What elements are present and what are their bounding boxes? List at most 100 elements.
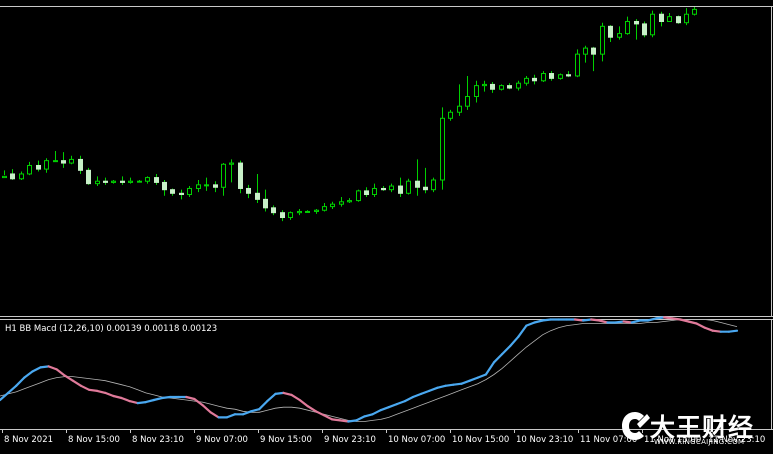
candle <box>288 211 293 220</box>
macd-main-segment <box>541 318 552 322</box>
macd-main-segment <box>614 320 625 324</box>
candle <box>431 177 436 193</box>
macd-main-segment <box>63 374 75 382</box>
candle <box>179 189 184 200</box>
candle-body <box>676 16 681 24</box>
time-axis: 8 Nov 2021 8 Nov 15:00 8 Nov 23:10 9 Nov 07… <box>2 430 765 445</box>
candle-body <box>10 173 15 180</box>
candle <box>36 160 41 172</box>
candle-body <box>457 105 462 113</box>
candle <box>642 21 647 38</box>
candle <box>558 73 563 80</box>
candle <box>364 187 369 197</box>
macd-main-segment <box>622 320 633 324</box>
candle-body <box>330 203 335 208</box>
candle-body <box>482 83 487 87</box>
candle <box>549 71 554 81</box>
macd-main-segment <box>0 391 10 402</box>
time-axis-label: 8 Nov 23:10 <box>132 435 184 445</box>
macd-main-segment <box>241 410 253 416</box>
candle <box>69 155 74 165</box>
candle <box>482 80 487 92</box>
candle-body <box>440 117 445 181</box>
candle <box>406 178 411 195</box>
candle <box>490 81 495 93</box>
candle <box>398 177 403 197</box>
candle-body <box>516 82 521 89</box>
candle-body <box>204 184 209 187</box>
macd-main-segment <box>517 324 528 338</box>
candle-body <box>406 180 411 194</box>
candle <box>297 209 302 216</box>
candle-body <box>53 160 58 163</box>
time-axis-label: 8 Nov 15:00 <box>68 435 120 445</box>
candle-body <box>583 47 588 55</box>
macd-main-segment <box>363 413 374 418</box>
macd-main-segment <box>703 326 714 332</box>
macd-main-segment <box>225 413 236 419</box>
macd-main-segment <box>322 414 334 421</box>
candle-body <box>549 73 554 79</box>
candle-body <box>187 187 192 196</box>
macd-main-segment <box>258 400 269 411</box>
candle <box>61 152 66 168</box>
candle-body <box>566 74 571 77</box>
candle-body <box>19 173 24 180</box>
time-axis-label: 9 Nov 23:10 <box>324 435 376 445</box>
candle <box>625 16 630 35</box>
macd-main-segment <box>112 394 123 400</box>
candle <box>372 183 377 197</box>
macd-main-segment <box>55 368 66 377</box>
candle-body <box>69 158 74 164</box>
indicator-label: H1 BB Macd (12,26,10) 0.00139 0.00118 0.… <box>5 324 217 334</box>
macd-main-segment <box>387 403 398 409</box>
candle-body <box>347 200 352 203</box>
candle <box>532 74 537 85</box>
candle-body <box>128 180 133 183</box>
macd-main-segment <box>39 365 50 369</box>
candle <box>53 150 58 163</box>
time-axis-label: 10 Nov 15:00 <box>452 435 509 445</box>
macd-main-segment <box>290 393 301 402</box>
macd-main-segment <box>468 376 479 382</box>
candle <box>591 46 596 72</box>
candle-body <box>322 206 327 211</box>
macd-main-segment <box>79 384 91 391</box>
macd-main-segment <box>160 395 172 400</box>
candle <box>465 75 470 110</box>
time-axis-label: 10 Nov 23:10 <box>516 435 573 445</box>
macd-main-segment <box>420 389 431 395</box>
candle-body <box>532 77 537 82</box>
candle-body <box>229 162 234 165</box>
time-axis-label: 10 Nov 07:00 <box>388 435 445 445</box>
time-axis-label: 11 Nov 07:00 <box>580 435 637 445</box>
price-candles[interactable] <box>2 6 697 222</box>
candle <box>524 75 529 86</box>
macd-main-segment <box>31 366 42 373</box>
candle-body <box>2 175 7 179</box>
candle-body <box>634 20 639 25</box>
macd-main-segment <box>436 384 447 389</box>
candle-body <box>541 73 546 82</box>
candle <box>566 71 571 78</box>
candle <box>634 19 639 40</box>
macd-main-segment <box>598 319 609 324</box>
candle-body <box>642 23 647 36</box>
macd-main-segment <box>193 397 204 407</box>
macd-main-segment <box>104 391 115 398</box>
candle-body <box>617 33 622 38</box>
candle-body <box>389 185 394 191</box>
candle-body <box>288 212 293 219</box>
macd-main-segment <box>403 395 415 403</box>
candle-body <box>431 179 436 191</box>
candle-body <box>111 180 116 183</box>
candle-body <box>213 184 218 188</box>
candle-body <box>238 162 243 189</box>
macd-main-segment <box>395 400 406 406</box>
candle <box>457 84 462 116</box>
candle <box>415 159 420 196</box>
candle <box>255 173 260 203</box>
macd-indicator[interactable] <box>0 316 739 423</box>
